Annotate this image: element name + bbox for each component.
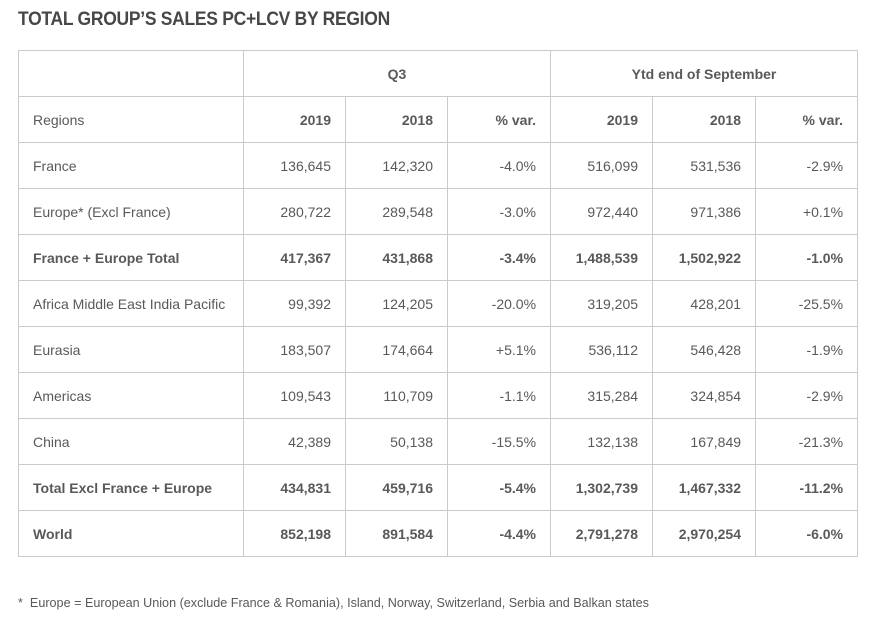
column-header-ytd-2019: 2019 [550,96,654,143]
column-header-q3-var: % var. [446,96,552,143]
value-cell: 516,099 [550,142,654,189]
value-cell: -21.3% [755,418,859,465]
value-cell: 174,664 [345,326,448,373]
value-cell: 109,543 [243,372,346,419]
value-cell: 546,428 [652,326,757,373]
region-cell: World [18,510,244,557]
value-cell: 434,831 [243,464,346,511]
value-cell: 99,392 [243,280,346,327]
value-cell: 536,112 [550,326,654,373]
region-cell: Americas [18,372,244,419]
value-cell: 289,548 [345,188,448,235]
value-cell: -2.9% [755,372,859,419]
value-cell: 50,138 [345,418,448,465]
value-cell: -1.0% [755,234,859,281]
value-cell: 183,507 [243,326,346,373]
value-cell: 124,205 [345,280,448,327]
page-title: TOTAL GROUP’S SALES PC+LCV BY REGION [18,9,390,30]
table-row: World 852,198 891,584 -4.4% 2,791,278 2,970,2… [18,510,859,557]
sales-table: Q3 Ytd end of September Regions 2019 201… [18,50,859,557]
group-header-ytd-september: Ytd end of September [550,50,859,97]
value-cell: -15.5% [446,418,552,465]
value-cell: 315,284 [550,372,654,419]
value-cell: 132,138 [550,418,654,465]
region-cell: Eurasia [18,326,244,373]
value-cell: 324,854 [652,372,757,419]
region-cell: Total Excl France + Europe [18,464,244,511]
value-cell: 1,488,539 [550,234,654,281]
column-header-q3-2018: 2018 [345,96,448,143]
value-cell: 110,709 [345,372,448,419]
group-header-row: Q3 Ytd end of September [18,50,859,97]
column-header-row: Regions 2019 2018 % var. 2019 2018 % var… [18,96,859,143]
value-cell: 891,584 [345,510,448,557]
region-cell: France + Europe Total [18,234,244,281]
value-cell: 431,868 [345,234,448,281]
table-body: France 136,645 142,320 -4.0% 516,099 531,536-… [18,142,859,557]
value-cell: 1,467,332 [652,464,757,511]
corner-cell [18,50,244,97]
value-cell: -11.2% [755,464,859,511]
value-cell: -2.9% [755,142,859,189]
value-cell: +0.1% [755,188,859,235]
value-cell: -4.0% [446,142,552,189]
region-cell: France [18,142,244,189]
column-header-regions: Regions [18,96,244,143]
table-row: Africa Middle East India Pacific 99,392 12… [18,280,859,327]
value-cell: -20.0% [446,280,552,327]
region-cell: China [18,418,244,465]
value-cell: 531,536 [652,142,757,189]
table-row: Eurasia 183,507 174,664 +5.1% 536,112 546,428… [18,326,859,373]
column-header-ytd-var: % var. [755,96,859,143]
value-cell: 1,502,922 [652,234,757,281]
value-cell: 428,201 [652,280,757,327]
table-row: France 136,645 142,320 -4.0% 516,099 531,536-… [18,142,859,189]
value-cell: 971,386 [652,188,757,235]
value-cell: -25.5% [755,280,859,327]
value-cell: 319,205 [550,280,654,327]
value-cell: 280,722 [243,188,346,235]
value-cell: 417,367 [243,234,346,281]
value-cell: -4.4% [446,510,552,557]
value-cell: -3.4% [446,234,552,281]
value-cell: +5.1% [446,326,552,373]
value-cell: -3.0% [446,188,552,235]
region-cell: Africa Middle East India Pacific [18,280,244,327]
table-row: Americas 109,543 110,709 -1.1% 315,284 324,85… [18,372,859,419]
value-cell: 167,849 [652,418,757,465]
value-cell: 2,791,278 [550,510,654,557]
table-row: Total Excl France + Europe 434,831 459,716… [18,464,859,511]
value-cell: 42,389 [243,418,346,465]
value-cell: 142,320 [345,142,448,189]
footnote: * Europe = European Union (exclude Franc… [18,595,649,610]
table-row: China 42,389 50,138 -15.5% 132,138 167,849 -21… [18,418,859,465]
value-cell: 2,970,254 [652,510,757,557]
value-cell: 136,645 [243,142,346,189]
value-cell: -5.4% [446,464,552,511]
column-header-ytd-2018: 2018 [652,96,757,143]
column-header-q3-2019: 2019 [243,96,346,143]
value-cell: -6.0% [755,510,859,557]
table-row: Europe* (Excl France) 280,722 289,548 -3.0%… [18,188,859,235]
value-cell: -1.9% [755,326,859,373]
value-cell: -1.1% [446,372,552,419]
region-cell: Europe* (Excl France) [18,188,244,235]
value-cell: 972,440 [550,188,654,235]
group-header-q3: Q3 [242,50,552,97]
value-cell: 852,198 [243,510,346,557]
table-row: France + Europe Total 417,367 431,868 -3.4%… [18,234,859,281]
value-cell: 459,716 [345,464,448,511]
value-cell: 1,302,739 [550,464,654,511]
